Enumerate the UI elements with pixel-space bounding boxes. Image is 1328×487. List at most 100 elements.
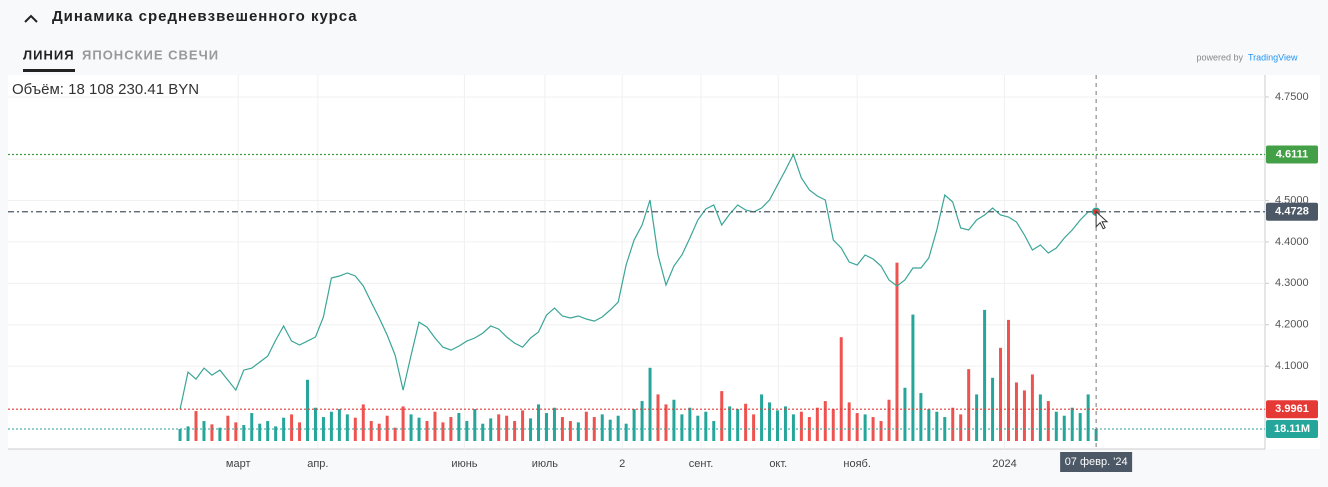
volume-bar [1086, 394, 1090, 441]
volume-bar [385, 415, 389, 441]
chart-title: Динамика средневзвешенного курса [52, 8, 358, 25]
x-tick-label: 2 [619, 458, 625, 470]
volume-bar [983, 309, 987, 441]
volume-bar [417, 417, 421, 441]
volume-bar [624, 423, 628, 441]
volume-level-tag [1266, 419, 1318, 438]
volume-bar [250, 413, 254, 441]
price-level-tag [1266, 400, 1318, 419]
volume-bar [433, 411, 437, 441]
crosshair-label: 07 февр. '24 [1065, 456, 1128, 468]
y-tick-label: 4.2000 [1275, 319, 1309, 331]
tab-candles[interactable]: ЯПОНСКИЕ СВЕЧИ [82, 47, 219, 62]
volume-bar [306, 379, 310, 441]
volume-bar [266, 421, 270, 441]
volume-bar [895, 262, 899, 441]
volume-bar [696, 415, 700, 441]
volume-bar [736, 409, 740, 441]
attribution-brand[interactable]: TradingView [1248, 52, 1298, 62]
volume-bar [361, 404, 365, 441]
volume-bar [760, 394, 764, 441]
volume-bar [329, 411, 333, 441]
volume-bar [863, 414, 867, 441]
y-tick-label: 4.1000 [1275, 360, 1309, 372]
volume-bar [1046, 401, 1050, 441]
volume-bar [345, 414, 349, 441]
volume-bar [775, 410, 779, 441]
volume-bar [831, 409, 835, 441]
volume-bar [560, 417, 564, 441]
price-level-label: 3.9961 [1275, 403, 1309, 415]
volume-bar [465, 421, 469, 441]
price-level-label: 4.4728 [1275, 206, 1309, 218]
volume-bar [544, 413, 548, 441]
volume-bar [672, 399, 676, 441]
tab-line[interactable]: ЛИНИЯ [23, 47, 75, 62]
volume-bar [505, 415, 509, 441]
volume-bar [911, 314, 915, 441]
volume-bar [815, 407, 819, 441]
volume-bar [903, 387, 907, 441]
volume-bar [975, 394, 979, 441]
volume-bar [744, 403, 748, 441]
price-line [179, 152, 1097, 410]
volume-level-label: 18.11M [1274, 423, 1310, 435]
volume-bar [210, 424, 214, 441]
volume-bar [537, 404, 541, 441]
volume-bar [369, 421, 373, 441]
volume-bar [282, 417, 286, 441]
volume-bar [568, 421, 572, 441]
volume-bar [847, 402, 851, 441]
volume-bar [1038, 394, 1042, 441]
crosshair-tag [1060, 452, 1133, 472]
volume-bar [1030, 374, 1034, 441]
volume-bar [959, 414, 963, 441]
volume-bar [927, 409, 931, 441]
volume-bar [799, 411, 803, 441]
volume-bar [1078, 413, 1082, 441]
volume-bar [274, 426, 278, 441]
y-tick-label: 4.7500 [1275, 91, 1309, 103]
volume-bar [441, 422, 445, 441]
volume-bar [529, 418, 533, 441]
x-tick-label: март [226, 458, 251, 470]
volume-bar [600, 414, 604, 441]
volume-bar [1094, 428, 1098, 441]
volume-bar [473, 409, 477, 441]
volume-bar [401, 406, 405, 441]
volume-bar [1022, 390, 1026, 441]
volume-bar [353, 417, 357, 441]
volume-bar [879, 421, 883, 441]
volume-bar [242, 425, 246, 441]
x-tick-label: июнь [451, 458, 477, 470]
volume-bar [489, 418, 493, 441]
volume-bar [919, 393, 923, 441]
collapse-caret[interactable] [24, 14, 38, 23]
volume-bar [720, 391, 724, 441]
volume-bar [887, 399, 891, 441]
price-level-tag [1266, 145, 1318, 164]
volume-bar [457, 413, 461, 441]
volume-bar [1062, 415, 1066, 441]
volume-legend: Объём: 18 108 230.41 BYN [12, 81, 199, 98]
volume-bar [425, 421, 429, 441]
volume-bar [409, 414, 413, 441]
volume-bar [999, 347, 1003, 441]
volume-bar [592, 417, 596, 441]
price-level-label: 4.6111 [1276, 148, 1308, 160]
volume-bar [967, 369, 971, 441]
volume-bar [576, 422, 580, 441]
volume-bar [608, 419, 612, 441]
volume-bar [855, 413, 859, 441]
volume-bar [552, 407, 556, 441]
x-tick-label: нояб. [843, 458, 871, 470]
volume-bar [194, 411, 198, 441]
volume-bar [752, 414, 756, 441]
volume-bar [377, 423, 381, 441]
volume-bar [481, 423, 485, 441]
volume-bar [584, 411, 588, 441]
volume-bar [337, 409, 341, 441]
volume-bar [1014, 382, 1018, 441]
x-tick-label: апр. [307, 458, 328, 470]
